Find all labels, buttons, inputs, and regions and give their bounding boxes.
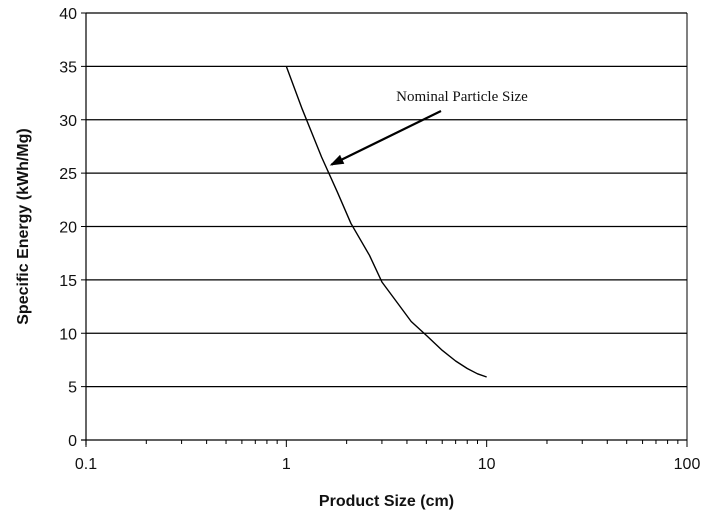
annotation-arrow: [329, 110, 442, 166]
y-tick-label: 30: [59, 113, 77, 130]
y-tick-label: 35: [59, 59, 77, 76]
y-tick-label: 40: [59, 6, 77, 23]
axes: 0 5 10 15 20 25 30 35 40 0.1 1 10 100: [59, 6, 700, 473]
y-tick-label: 5: [68, 380, 77, 397]
series-line-0: [285, 66, 487, 378]
gridlines: [86, 12, 687, 388]
y-tick-label: 25: [59, 166, 77, 183]
y-tick-label: 0: [68, 433, 77, 450]
y-axis-title: Specific Energy (kWh/Mg): [15, 128, 32, 324]
x-tick-label: 100: [674, 456, 701, 473]
y-tick-label: 20: [59, 220, 77, 237]
y-tick-label: 15: [59, 273, 77, 290]
x-tick-label: 0.1: [75, 456, 97, 473]
y-tick-label: 10: [59, 326, 77, 343]
annotations: Nominal Particle Size: [329, 89, 528, 166]
x-axis-title: Product Size (cm): [319, 493, 454, 510]
x-tick-label: 1: [282, 456, 291, 473]
annotation-label: Nominal Particle Size: [396, 89, 528, 105]
series-layer: [285, 66, 487, 378]
x-tick-label: 10: [478, 456, 496, 473]
